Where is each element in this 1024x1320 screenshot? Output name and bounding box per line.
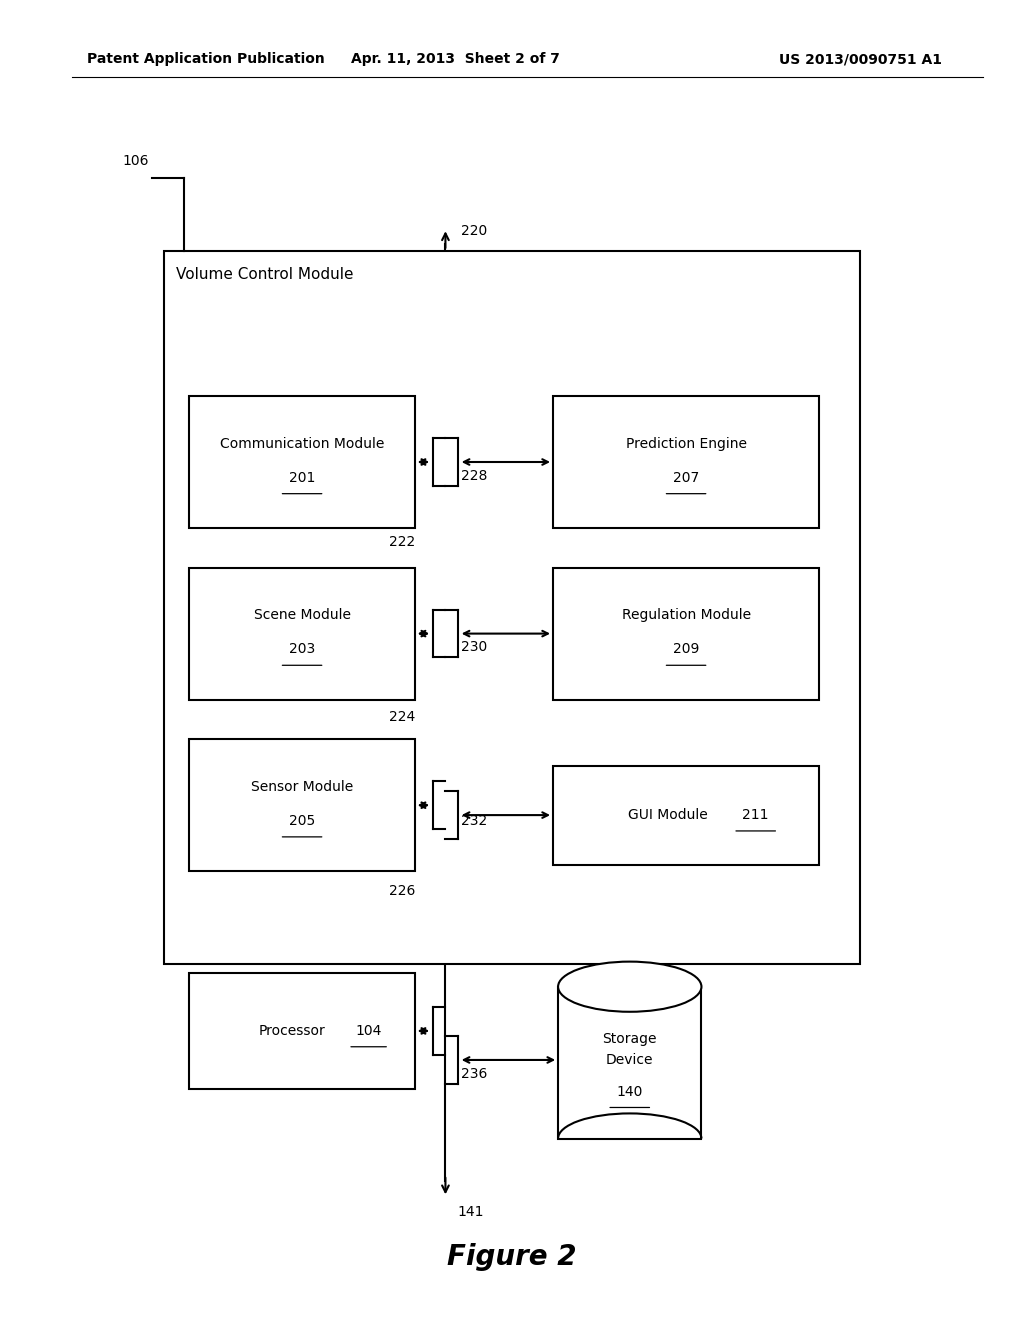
Text: 203: 203: [289, 643, 315, 656]
Bar: [558, 987, 701, 1138]
Text: 224: 224: [389, 710, 416, 725]
Text: 209: 209: [673, 643, 699, 656]
Ellipse shape: [558, 961, 701, 1011]
Text: Scene Module: Scene Module: [254, 609, 350, 622]
Text: 222: 222: [389, 535, 416, 549]
Text: GUI Module: GUI Module: [628, 808, 708, 822]
Text: Communication Module: Communication Module: [220, 437, 384, 450]
Text: Sensor Module: Sensor Module: [251, 780, 353, 793]
Bar: [553, 396, 819, 528]
Text: 230: 230: [461, 640, 487, 655]
Text: 205: 205: [289, 814, 315, 828]
Bar: [189, 568, 415, 700]
Text: 201: 201: [289, 471, 315, 484]
Text: 207: 207: [673, 471, 699, 484]
Text: Regulation Module: Regulation Module: [622, 609, 751, 622]
Text: 211: 211: [742, 808, 769, 822]
Text: 141: 141: [458, 1205, 484, 1220]
Text: Storage: Storage: [602, 1032, 657, 1045]
Bar: [553, 568, 819, 700]
Text: 226: 226: [389, 884, 416, 899]
Text: Processor: Processor: [258, 1024, 326, 1038]
Text: Apr. 11, 2013  Sheet 2 of 7: Apr. 11, 2013 Sheet 2 of 7: [351, 53, 560, 66]
Text: 104: 104: [355, 1024, 382, 1038]
Bar: [189, 396, 415, 528]
Text: Volume Control Module: Volume Control Module: [176, 267, 353, 281]
Text: Device: Device: [606, 1053, 653, 1067]
Text: 106: 106: [123, 154, 150, 168]
Text: 220: 220: [461, 223, 487, 238]
Text: 236: 236: [461, 1067, 487, 1081]
Text: 232: 232: [461, 814, 487, 829]
Text: Figure 2: Figure 2: [447, 1242, 577, 1271]
Bar: [164, 251, 860, 964]
Text: 140: 140: [616, 1085, 643, 1098]
Text: Patent Application Publication: Patent Application Publication: [87, 53, 325, 66]
Bar: [189, 739, 415, 871]
Text: US 2013/0090751 A1: US 2013/0090751 A1: [779, 53, 942, 66]
Bar: [189, 973, 415, 1089]
Bar: [553, 766, 819, 865]
Text: 228: 228: [461, 469, 487, 483]
Text: Prediction Engine: Prediction Engine: [626, 437, 746, 450]
